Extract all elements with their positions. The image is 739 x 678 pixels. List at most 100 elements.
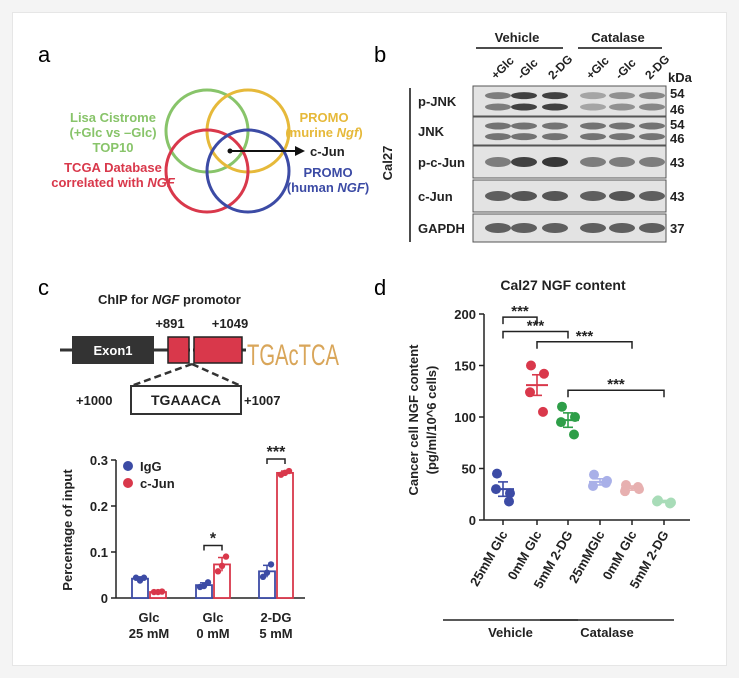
blot-label: p-JNK <box>418 94 457 109</box>
chip-region-right <box>193 336 243 364</box>
blot-band <box>609 92 635 100</box>
sequence-text: TGAAACA <box>151 392 221 408</box>
kda-marker: 43 <box>670 155 684 170</box>
data-point <box>539 368 549 379</box>
blot-band <box>580 191 606 201</box>
motif-logo: TGAcTCA <box>247 339 339 372</box>
x-tick-label: 2-DG <box>260 610 291 625</box>
blot-band <box>542 122 568 130</box>
y-axis-label: (pg/ml/10^6 cells) <box>424 366 439 475</box>
blot-band <box>609 157 635 167</box>
y-axis-label: Cancer cell NGF content <box>406 344 421 496</box>
blot-band <box>485 133 511 141</box>
western-blot: Vehicle Catalase +Glc-Glc 2-DG +Glc -Glc 2-D… <box>380 30 693 243</box>
data-point <box>492 468 502 479</box>
blot-label: c-Jun <box>418 189 453 204</box>
group-label-catalase: Catalase <box>591 30 644 45</box>
blot-band <box>542 133 568 141</box>
legend-label-c-jun: c-Jun <box>140 476 175 491</box>
ngf-scatter-chart: Cal27 NGF content 0 50 100 150 200 Cancer cell… <box>406 277 690 640</box>
x-tick-label: 25mM Glc <box>467 528 511 589</box>
lane-label: -Glc <box>514 55 541 82</box>
blot-band <box>639 157 665 167</box>
legend-marker-igg <box>123 461 133 471</box>
blot-band <box>485 157 511 167</box>
significance-label: *** <box>527 318 545 335</box>
venn-circle-promo-human <box>205 128 291 214</box>
zoom-line-left <box>130 362 193 388</box>
data-point <box>538 406 548 417</box>
kda-marker: 46 <box>670 131 684 146</box>
venn-center-dot <box>227 148 233 154</box>
blot-band <box>542 191 568 201</box>
chip-pos-start: +891 <box>155 316 184 331</box>
data-point <box>557 401 567 412</box>
y-tick-label: 0 <box>101 591 108 606</box>
y-tick-label: 0.1 <box>90 545 108 560</box>
blot-band <box>639 223 665 233</box>
y-axis-label: Percentage of input <box>60 469 75 591</box>
blot-band <box>511 191 537 201</box>
x-tick-label: 25 mM <box>129 626 169 641</box>
panel-label-d: d <box>374 275 386 300</box>
svg-text:PROMO: PROMO <box>303 165 352 180</box>
data-point <box>259 573 267 581</box>
significance-label: *** <box>576 328 594 345</box>
y-tick-label: 150 <box>454 359 476 374</box>
significance-label: *** <box>607 376 625 393</box>
blot-c-jun: c-Jun 43 <box>418 179 684 213</box>
chip-pos-end: +1049 <box>212 316 249 331</box>
data-point <box>526 360 536 371</box>
blot-band <box>511 92 537 100</box>
blot-band <box>485 103 511 111</box>
blot-band <box>511 157 537 167</box>
venn-label-tcga: TCGA Database correlated with NGF <box>51 160 176 190</box>
data-point <box>218 562 226 569</box>
svg-text:Lisa Cistrome: Lisa Cistrome <box>70 110 156 125</box>
blot-band <box>485 191 511 201</box>
data-point <box>589 469 599 480</box>
significance-label: *** <box>511 303 529 320</box>
x-tick-label: 5 mM <box>259 626 292 641</box>
data-point <box>588 481 598 492</box>
blot-p-c-jun: p-c-Jun 43 <box>418 145 684 179</box>
chip-schematic: ChIP for NGF promotor Exon1 +891 +1049 T… <box>60 292 339 415</box>
blot-band <box>639 133 665 141</box>
significance-bracket <box>567 389 665 398</box>
significance-label: * <box>210 531 217 548</box>
data-point <box>263 569 271 576</box>
data-point <box>267 561 275 568</box>
group-label-catalase: Catalase <box>580 625 633 640</box>
y-tick-label: 100 <box>454 410 476 425</box>
venn-label-lisa: Lisa Cistrome (+Glc vs –Glc) TOP10 <box>69 110 156 155</box>
blot-band <box>609 133 635 141</box>
bar-c-jun <box>276 471 294 599</box>
kda-marker: 54 <box>670 86 685 101</box>
lane-label: -Glc <box>612 55 639 82</box>
blot-band <box>511 223 537 233</box>
blot-band <box>542 223 568 233</box>
blot-band <box>580 223 606 233</box>
svg-text:(+Glc vs –Glc): (+Glc vs –Glc) <box>69 125 156 140</box>
blot-band <box>485 92 511 100</box>
blot-band <box>542 92 568 100</box>
venn-diagram: c-Jun Lisa Cistrome (+Glc vs –Glc) TOP10… <box>51 88 369 214</box>
blot-band <box>639 191 665 201</box>
sequence-box <box>130 385 242 415</box>
data-point <box>569 429 579 440</box>
blot-band <box>639 92 665 100</box>
significance-label: *** <box>267 444 286 461</box>
chip-region-left <box>167 336 190 364</box>
group-label-vehicle: Vehicle <box>488 625 533 640</box>
blot-band <box>639 122 665 130</box>
data-point <box>214 568 222 575</box>
significance-bracket <box>502 330 569 339</box>
significance-bracket <box>203 544 223 551</box>
svg-text:(human NGF): (human NGF) <box>287 180 369 195</box>
venn-label-promo-human: PROMO (human NGF) <box>287 165 369 195</box>
cell-line-label: Cal27 <box>380 146 395 181</box>
blot-band <box>542 103 568 111</box>
sequence-start: +1000 <box>76 393 113 408</box>
